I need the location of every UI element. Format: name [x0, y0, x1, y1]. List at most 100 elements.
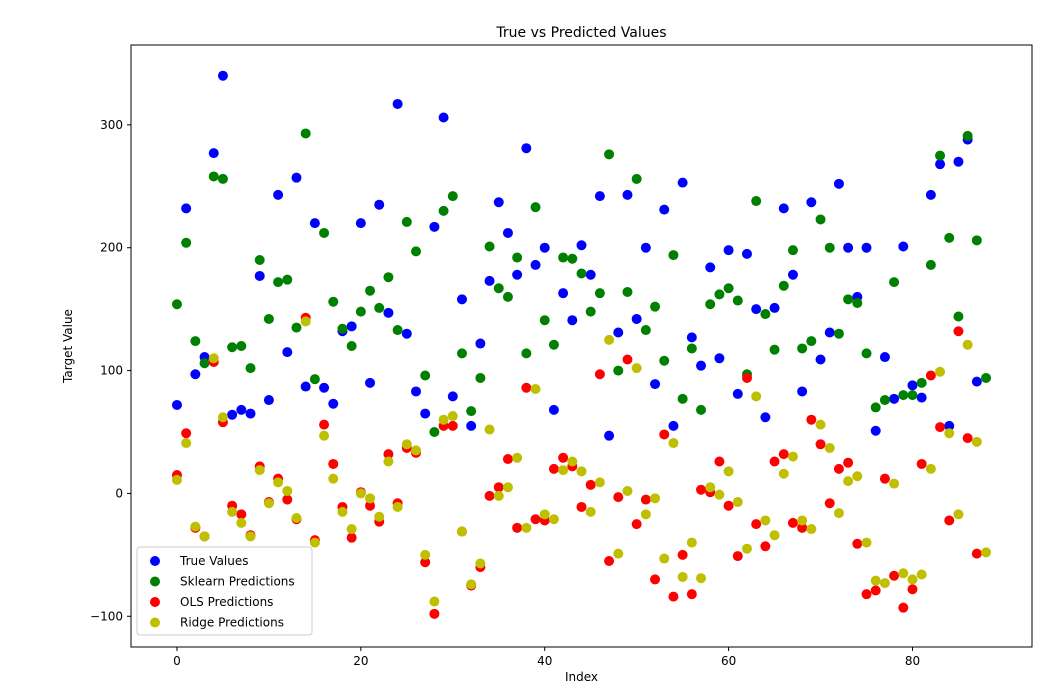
data-point	[254, 465, 265, 476]
x-tick-label: 40	[537, 654, 552, 668]
data-point	[263, 395, 274, 406]
data-point	[585, 269, 596, 280]
data-point	[217, 173, 228, 184]
data-point	[898, 602, 909, 613]
legend-marker	[150, 576, 160, 587]
data-point	[741, 543, 752, 554]
data-point	[502, 227, 513, 238]
data-point	[401, 216, 412, 227]
data-point	[355, 306, 366, 317]
data-point	[291, 513, 302, 523]
data-point	[631, 519, 642, 530]
y-tick-label: 100	[100, 364, 123, 378]
data-point	[723, 466, 734, 477]
data-point	[300, 381, 311, 392]
data-point	[861, 537, 872, 548]
data-point	[309, 537, 320, 548]
data-point	[797, 386, 808, 397]
data-point	[889, 277, 900, 288]
data-point	[778, 468, 789, 479]
data-point	[502, 482, 513, 493]
data-point	[953, 509, 964, 520]
data-point	[383, 307, 394, 318]
data-point	[475, 372, 486, 383]
data-point	[686, 343, 697, 354]
data-point	[843, 294, 854, 305]
data-point	[429, 608, 440, 619]
x-axis: 0 20 40 60 80	[173, 647, 920, 668]
data-point	[208, 171, 219, 182]
data-point	[686, 537, 697, 548]
data-point	[319, 382, 330, 393]
data-point	[806, 524, 817, 535]
legend-marker	[150, 617, 160, 628]
data-point	[741, 372, 752, 383]
data-point	[778, 280, 789, 291]
legend-entry: Ridge Predictions	[180, 616, 284, 630]
data-point	[236, 341, 247, 351]
data-point	[696, 484, 707, 495]
y-axis: −100 0 100 200 300	[90, 118, 131, 623]
data-point	[319, 430, 330, 441]
data-point	[668, 250, 679, 261]
data-point	[208, 353, 219, 364]
data-point	[760, 309, 771, 320]
data-point	[411, 386, 422, 397]
data-point	[852, 471, 863, 482]
data-point	[732, 295, 743, 306]
data-point	[732, 551, 743, 562]
data-point	[879, 473, 890, 484]
data-point	[383, 449, 394, 460]
data-point	[944, 420, 955, 431]
data-point	[171, 474, 182, 485]
data-point	[916, 458, 927, 469]
data-point	[493, 283, 504, 294]
data-point	[879, 395, 890, 406]
series-sklearn-predictions	[171, 128, 992, 437]
data-point	[217, 412, 228, 423]
data-point	[944, 515, 955, 526]
data-point	[227, 342, 238, 353]
data-point	[797, 515, 808, 526]
data-point	[824, 498, 835, 509]
data-point	[650, 301, 661, 312]
data-point	[585, 479, 596, 490]
data-point	[346, 524, 357, 535]
data-point	[787, 451, 798, 462]
data-point	[539, 509, 550, 520]
data-point	[438, 414, 449, 425]
data-point	[824, 442, 835, 453]
data-point	[843, 476, 854, 487]
data-point	[714, 353, 725, 364]
data-point	[346, 532, 357, 543]
data-point	[484, 275, 495, 286]
data-point	[539, 315, 550, 326]
data-point	[668, 438, 679, 449]
data-point	[374, 199, 385, 210]
data-point	[852, 538, 863, 549]
data-point	[475, 338, 486, 349]
data-point	[181, 428, 192, 439]
data-point	[392, 98, 403, 109]
data-point	[447, 420, 458, 431]
data-point	[898, 241, 909, 252]
data-point	[411, 445, 422, 456]
data-point	[392, 501, 403, 512]
data-point	[925, 259, 936, 270]
data-point	[631, 173, 642, 184]
data-point	[328, 398, 339, 409]
data-point	[732, 388, 743, 399]
data-point	[493, 197, 504, 208]
data-point	[760, 541, 771, 552]
y-axis-label: Target Value	[61, 309, 75, 384]
data-point	[282, 494, 293, 505]
data-point	[227, 506, 238, 517]
data-point	[539, 242, 550, 253]
data-point	[475, 558, 486, 569]
data-point	[484, 424, 495, 435]
data-point	[604, 149, 615, 160]
data-point	[585, 306, 596, 317]
data-point	[466, 420, 477, 431]
data-point	[594, 369, 605, 380]
legend-marker	[150, 597, 160, 607]
